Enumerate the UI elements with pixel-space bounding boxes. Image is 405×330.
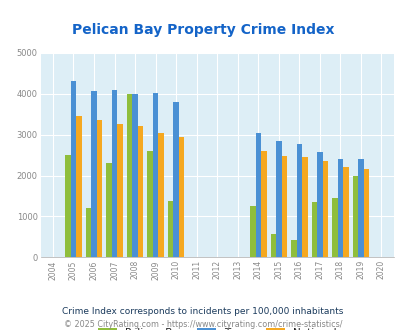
Bar [147,151,152,257]
Bar [91,91,96,257]
Bar [301,157,307,257]
Bar [96,120,102,257]
Text: © 2025 CityRating.com - https://www.cityrating.com/crime-statistics/: © 2025 CityRating.com - https://www.city… [64,319,341,329]
Bar [158,133,164,257]
Bar [281,156,286,257]
Bar [296,144,301,257]
Bar [111,90,117,257]
Bar [275,141,281,257]
Bar [138,126,143,257]
Bar [152,93,158,257]
Legend: Pelican Bay, Texas, National: Pelican Bay, Texas, National [98,328,336,330]
Bar [126,94,132,257]
Bar [173,102,179,257]
Bar [357,159,363,257]
Bar [270,234,275,257]
Bar [337,159,342,257]
Bar [316,152,322,257]
Bar [85,208,91,257]
Bar [352,176,357,257]
Bar [132,94,138,257]
Bar [167,201,173,257]
Bar [363,169,369,257]
Bar [117,124,123,257]
Bar [65,155,70,257]
Bar [255,133,260,257]
Bar [290,240,296,257]
Bar [311,202,316,257]
Text: Pelican Bay Property Crime Index: Pelican Bay Property Crime Index [72,23,333,37]
Bar [331,198,337,257]
Text: Crime Index corresponds to incidents per 100,000 inhabitants: Crime Index corresponds to incidents per… [62,307,343,316]
Bar [342,167,348,257]
Bar [179,137,184,257]
Bar [106,163,111,257]
Bar [322,161,327,257]
Bar [76,116,81,257]
Bar [70,82,76,257]
Bar [249,206,255,257]
Bar [260,151,266,257]
